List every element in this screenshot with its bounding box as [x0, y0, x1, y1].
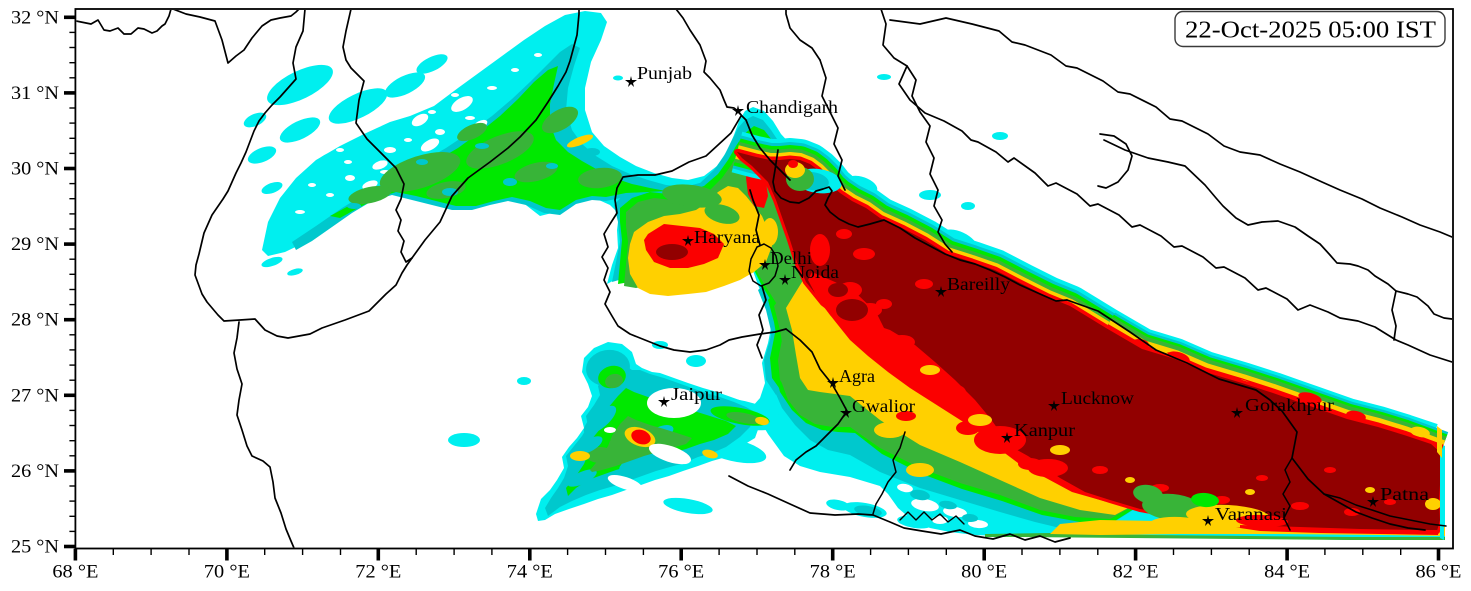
svg-text:80 °E: 80 °E	[961, 562, 1007, 583]
svg-text:76 °E: 76 °E	[658, 562, 704, 583]
svg-text:31 °N: 31 °N	[11, 83, 59, 104]
svg-text:70 °E: 70 °E	[204, 562, 250, 583]
svg-text:Jaipur: Jaipur	[671, 384, 722, 404]
svg-text:84 °E: 84 °E	[1264, 562, 1310, 583]
svg-text:Haryana: Haryana	[694, 227, 760, 247]
svg-text:29 °N: 29 °N	[11, 234, 59, 255]
svg-text:82 °E: 82 °E	[1113, 562, 1159, 583]
svg-text:Gwalior: Gwalior	[852, 396, 915, 416]
svg-text:Varanasi: Varanasi	[1215, 504, 1287, 524]
svg-text:68 °E: 68 °E	[52, 562, 98, 583]
svg-text:30 °N: 30 °N	[11, 159, 59, 180]
svg-text:Punjab: Punjab	[637, 63, 692, 83]
svg-text:Kanpur: Kanpur	[1014, 420, 1075, 440]
svg-text:Bareilly: Bareilly	[947, 274, 1010, 294]
svg-text:Lucknow: Lucknow	[1061, 388, 1134, 408]
svg-text:27 °N: 27 °N	[11, 385, 59, 406]
svg-text:Agra: Agra	[839, 366, 875, 386]
svg-text:22-Oct-2025 05:00 IST: 22-Oct-2025 05:00 IST	[1185, 18, 1436, 44]
svg-text:72 °E: 72 °E	[355, 562, 401, 583]
svg-text:28 °N: 28 °N	[11, 310, 59, 331]
svg-text:86 °E: 86 °E	[1416, 562, 1462, 583]
svg-text:Delhi: Delhi	[770, 248, 812, 268]
svg-text:Gorakhpur: Gorakhpur	[1245, 395, 1334, 415]
svg-text:Patna: Patna	[1380, 484, 1429, 504]
svg-text:Chandigarh: Chandigarh	[746, 97, 838, 117]
svg-text:26 °N: 26 °N	[11, 461, 59, 482]
svg-text:25 °N: 25 °N	[11, 537, 59, 558]
svg-text:Noida: Noida	[791, 262, 839, 282]
svg-text:74 °E: 74 °E	[507, 562, 553, 583]
svg-text:32 °N: 32 °N	[11, 7, 59, 28]
svg-text:78 °E: 78 °E	[810, 562, 856, 583]
